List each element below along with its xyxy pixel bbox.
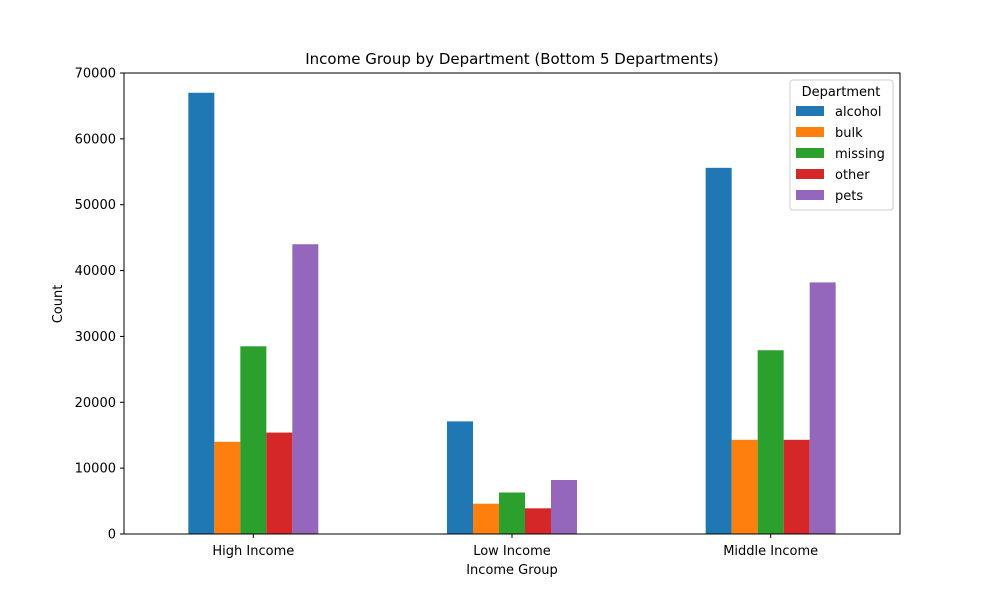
bar-alcohol-high-income bbox=[188, 92, 215, 534]
y-tick-label: 40000 bbox=[75, 264, 116, 279]
y-tick-label: 30000 bbox=[75, 330, 116, 345]
x-axis: High Income Low Income Middle Income bbox=[212, 534, 818, 559]
legend-swatch-alcohol bbox=[796, 106, 824, 116]
bars-group bbox=[188, 92, 836, 534]
legend-swatch-other bbox=[796, 169, 824, 179]
y-axis: 0 10000 20000 30000 40000 50000 60000 70000 bbox=[75, 67, 124, 543]
legend-title: Department bbox=[802, 85, 881, 100]
y-tick-label: 0 bbox=[108, 528, 116, 543]
bar-alcohol-middle-income bbox=[705, 167, 732, 534]
y-tick-label: 60000 bbox=[75, 132, 116, 147]
bar-other-high-income bbox=[266, 432, 293, 534]
bar-other-middle-income bbox=[783, 439, 810, 534]
x-tick-label: Middle Income bbox=[723, 544, 818, 559]
bar-bulk-high-income bbox=[214, 441, 241, 534]
bar-missing-middle-income bbox=[757, 350, 784, 534]
bar-bulk-middle-income bbox=[731, 439, 758, 534]
y-axis-label: Count bbox=[51, 285, 66, 324]
bar-missing-high-income bbox=[240, 346, 267, 534]
bar-pets-middle-income bbox=[809, 282, 836, 534]
legend-swatch-missing bbox=[796, 148, 824, 158]
legend-swatch-bulk bbox=[796, 127, 824, 137]
chart-title: Income Group by Department (Bottom 5 Dep… bbox=[305, 50, 719, 68]
bar-pets-high-income bbox=[292, 244, 319, 534]
x-axis-label: Income Group bbox=[466, 563, 558, 578]
legend-label-alcohol: alcohol bbox=[835, 105, 881, 120]
legend-label-pets: pets bbox=[835, 189, 863, 204]
x-tick-label: Low Income bbox=[473, 544, 551, 559]
bar-pets-low-income bbox=[551, 479, 577, 534]
y-tick-label: 20000 bbox=[75, 396, 116, 411]
legend-label-other: other bbox=[835, 168, 870, 183]
x-tick-label: High Income bbox=[212, 544, 294, 559]
bar-missing-low-income bbox=[499, 492, 525, 534]
y-tick-label: 10000 bbox=[75, 462, 116, 477]
bar-alcohol-low-income bbox=[447, 421, 473, 534]
legend-label-missing: missing bbox=[835, 147, 885, 162]
legend: Department alcohol bulk missing other pets bbox=[789, 79, 894, 211]
legend-label-bulk: bulk bbox=[835, 126, 863, 141]
y-tick-label: 70000 bbox=[75, 67, 116, 82]
bar-bulk-low-income bbox=[473, 503, 499, 534]
legend-swatch-pets bbox=[796, 190, 824, 200]
bar-other-low-income bbox=[525, 508, 551, 534]
y-tick-label: 50000 bbox=[75, 198, 116, 213]
